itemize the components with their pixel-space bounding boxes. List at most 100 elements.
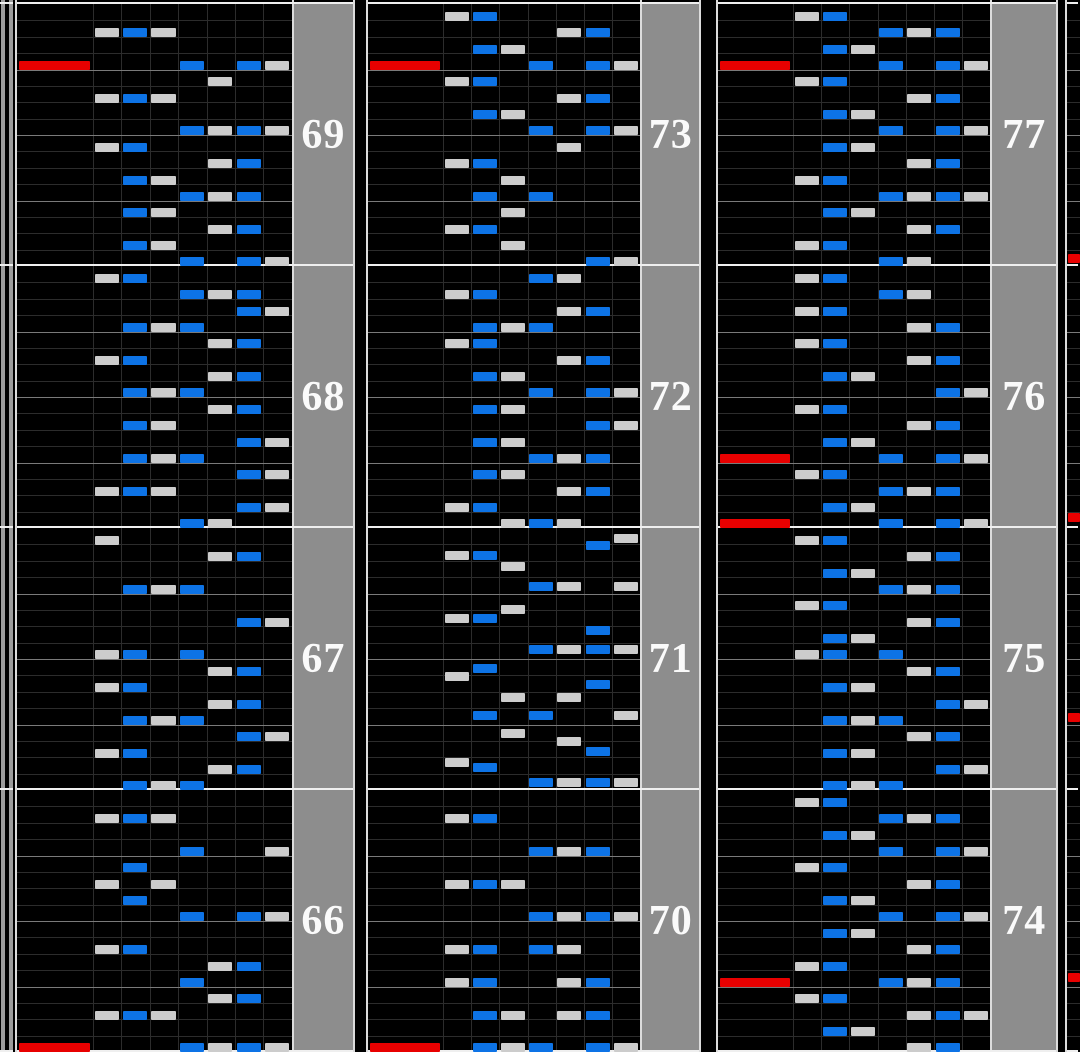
note-white xyxy=(557,912,582,922)
note-white xyxy=(444,550,469,560)
note-white xyxy=(907,159,932,169)
beat-line xyxy=(1067,135,1080,136)
grid-line xyxy=(368,413,641,415)
note-blue xyxy=(122,421,148,431)
note-blue xyxy=(472,372,497,382)
measure-line xyxy=(718,1050,1056,1052)
note-blue xyxy=(585,388,610,398)
note-scratch xyxy=(19,60,90,70)
note-white xyxy=(208,290,233,300)
grid-line xyxy=(17,102,292,104)
grid-line xyxy=(368,708,641,710)
note-blue xyxy=(935,814,960,824)
grid-line xyxy=(718,839,991,841)
beat-line xyxy=(17,986,292,988)
grid-line xyxy=(1067,151,1080,153)
note-blue xyxy=(472,1043,497,1052)
note-white xyxy=(500,692,526,702)
note-white xyxy=(557,581,582,591)
note-white xyxy=(500,879,526,889)
note-white xyxy=(444,814,469,824)
measure-number-label: 66 xyxy=(301,898,346,944)
note-white xyxy=(500,372,526,382)
note-blue xyxy=(472,437,497,447)
note-white xyxy=(850,715,876,725)
grid-line xyxy=(1067,609,1080,611)
note-blue xyxy=(585,421,610,431)
note-white xyxy=(94,879,119,889)
note-blue xyxy=(122,28,148,38)
grid-line xyxy=(17,888,292,890)
beat-line xyxy=(718,397,991,398)
note-white xyxy=(264,1043,290,1052)
note-white xyxy=(850,748,876,758)
grid-line xyxy=(17,478,292,480)
note-scratch xyxy=(1068,712,1080,722)
grid-line xyxy=(368,626,641,628)
note-blue xyxy=(822,568,847,578)
note-blue xyxy=(822,715,847,725)
note-white xyxy=(264,437,290,447)
note-white xyxy=(500,561,526,571)
note-white xyxy=(264,617,290,627)
note-blue xyxy=(122,273,148,283)
grid-line xyxy=(368,577,641,579)
note-blue xyxy=(236,372,261,382)
grid-line xyxy=(718,953,991,955)
grid-line xyxy=(1067,347,1080,349)
note-white xyxy=(208,994,233,1004)
grid-line xyxy=(17,446,292,448)
grid-line xyxy=(17,1002,292,1004)
note-blue xyxy=(179,781,205,791)
note-blue xyxy=(935,617,960,627)
grid-line xyxy=(368,953,641,955)
grid-line xyxy=(17,249,292,251)
note-white xyxy=(151,241,176,251)
grid-line xyxy=(1067,839,1080,841)
note-white xyxy=(907,732,932,742)
note-blue xyxy=(879,977,904,987)
note-white xyxy=(444,339,469,349)
grid-line xyxy=(368,364,641,366)
grid-line xyxy=(718,626,991,628)
note-blue xyxy=(122,814,148,824)
note-blue xyxy=(822,339,847,349)
note-blue xyxy=(122,453,148,463)
grid-line xyxy=(17,495,292,497)
note-white xyxy=(850,437,876,447)
note-blue xyxy=(879,453,904,463)
note-white xyxy=(907,355,932,365)
grid-line xyxy=(368,560,641,562)
grid-line xyxy=(1067,380,1080,382)
beat-line xyxy=(368,921,641,922)
note-white xyxy=(94,814,119,824)
note-blue xyxy=(472,159,497,169)
grid-line xyxy=(17,282,292,284)
note-blue xyxy=(935,93,960,103)
note-blue xyxy=(935,912,960,922)
note-white xyxy=(151,388,176,398)
note-blue xyxy=(236,191,261,201)
grid-line xyxy=(17,216,292,218)
note-white xyxy=(208,126,233,136)
grid-line xyxy=(368,1035,641,1037)
beat-line xyxy=(368,331,641,333)
note-blue xyxy=(879,486,904,496)
grid-line xyxy=(17,511,292,513)
note-white xyxy=(151,28,176,38)
grid-line xyxy=(1067,495,1080,497)
note-blue xyxy=(122,781,148,791)
grid-line xyxy=(368,36,641,38)
note-blue xyxy=(822,77,847,87)
note-blue xyxy=(472,110,497,120)
note-white xyxy=(907,977,932,987)
grid-line xyxy=(718,675,991,677)
note-blue xyxy=(585,1043,610,1052)
note-blue xyxy=(822,372,847,382)
note-scratch xyxy=(370,60,440,70)
grid-line xyxy=(718,1019,991,1021)
note-blue xyxy=(935,846,960,856)
note-white xyxy=(208,519,233,529)
note-blue xyxy=(179,322,205,332)
grid-line xyxy=(17,773,292,775)
